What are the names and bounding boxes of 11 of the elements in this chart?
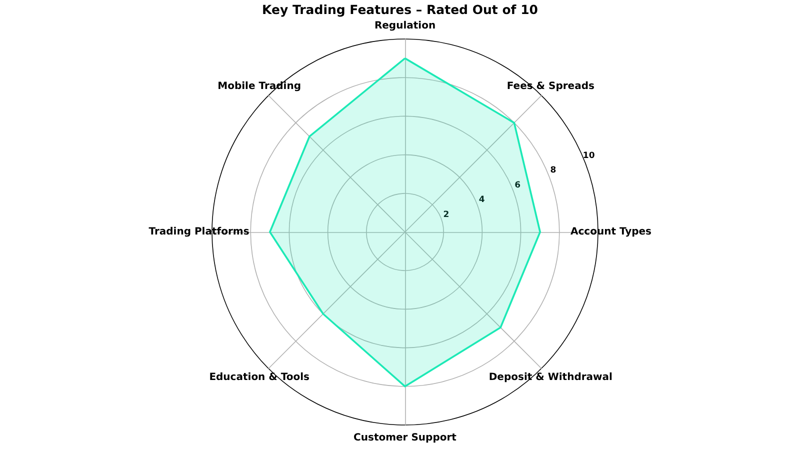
spoke-label: Education & Tools [209,372,310,384]
spoke-label: Regulation [374,20,436,32]
chart-title: Key Trading Features – Rated Out of 10 [262,2,538,17]
y-tick-label: 6 [514,180,521,190]
y-tick-label: 8 [550,166,556,176]
spoke-label: Customer Support [354,432,457,444]
y-tick-label: 10 [582,150,595,161]
spoke-label: Deposit & Withdrawal [488,372,612,384]
spoke-label: Fees & Spreads [506,80,594,92]
y-tick-label: 4 [478,195,485,206]
y-tick-label: 2 [443,210,450,220]
